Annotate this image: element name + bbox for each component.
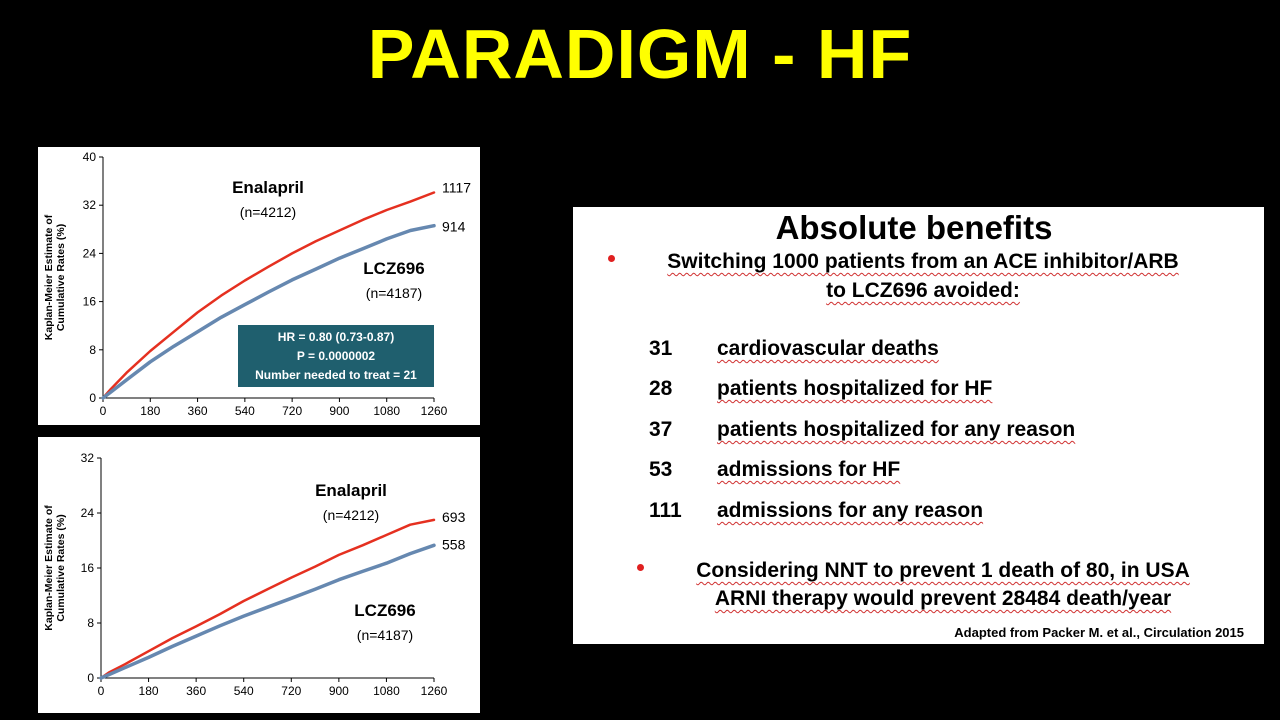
- y-axis-label: Kaplan-Meier Estimate ofCumulative Rates…: [43, 214, 67, 340]
- absolute-benefits-panel: Absolute benefits Switching 1000 patient…: [573, 207, 1264, 644]
- series-name-label: LCZ696: [363, 259, 424, 278]
- y-tick-label: 16: [83, 295, 97, 309]
- x-tick-label: 360: [186, 684, 206, 698]
- stats-line: P = 0.0000002: [297, 349, 376, 363]
- series-line-enalapril: [99, 518, 436, 680]
- y-tick-label: 40: [83, 150, 97, 164]
- chart-all-cause-mortality: 0 8 16 24 32 40 0 180 360 540 720 900 1080 1260 Kaplan…: [38, 147, 480, 425]
- benefit-text: patients hospitalized for any reason: [717, 418, 1076, 441]
- benefit-text: patients hospitalized for HF: [717, 377, 993, 400]
- stats-line: HR = 0.80 (0.73-0.87): [278, 330, 394, 344]
- bullet-2-line-1: Considering NNT to prevent 1 death of 80…: [696, 559, 1190, 582]
- x-tick-label: 900: [329, 404, 349, 418]
- x-tick-label: 540: [234, 684, 254, 698]
- benefit-number: 28: [649, 377, 673, 400]
- series-end-label: 914: [442, 219, 466, 235]
- benefit-number: 31: [649, 337, 673, 360]
- y-tick-label: 16: [81, 561, 95, 575]
- x-tick-label: 180: [139, 684, 159, 698]
- panel-title: Absolute benefits: [775, 209, 1053, 246]
- benefit-number: 53: [649, 458, 673, 481]
- series-n-label: (n=4187): [357, 627, 413, 643]
- source-citation: Adapted from Packer M. et al., Circulati…: [954, 625, 1244, 640]
- series-line-lcz696: [99, 543, 436, 680]
- benefit-text: admissions for any reason: [717, 499, 984, 522]
- y-tick-label: 0: [87, 671, 94, 685]
- series-end-label: 558: [442, 536, 466, 552]
- series-line-lcz696: [101, 223, 436, 400]
- benefit-number: 37: [649, 418, 673, 441]
- y-tick-label: 24: [83, 246, 97, 260]
- stats-box: [238, 325, 434, 387]
- x-tick-label: 1080: [373, 684, 400, 698]
- y-tick-label: 0: [89, 391, 96, 405]
- benefit-text: cardiovascular deaths: [717, 337, 939, 360]
- y-tick-label: 8: [89, 343, 96, 357]
- chart-1-svg: 0 8 16 24 32 40 0 180 360 540 720 900 1080 1260 Kaplan…: [43, 150, 471, 418]
- series-name-label: LCZ696: [354, 601, 415, 620]
- series-n-label: (n=4212): [323, 507, 379, 523]
- series-n-label: (n=4212): [240, 204, 296, 220]
- y-tick-label: 32: [83, 198, 97, 212]
- x-tick-label: 720: [282, 404, 302, 418]
- series-name-label: Enalapril: [232, 178, 304, 197]
- stats-line: Number needed to treat = 21: [255, 368, 417, 382]
- y-axis-label: Kaplan-Meier Estimate ofCumulative Rates…: [43, 505, 67, 631]
- x-tick-label: 900: [329, 684, 349, 698]
- bullet-dot-icon: [608, 255, 615, 262]
- chart-2-svg: 0 8 16 24 32 0 180 360 540 720 900 1080 1260 Kaplan-M…: [43, 451, 466, 698]
- x-tick-label: 540: [235, 404, 255, 418]
- x-tick-label: 1260: [421, 404, 448, 418]
- y-tick-label: 32: [81, 451, 95, 465]
- bullet-dot-icon: [637, 564, 644, 571]
- series-line-enalapril: [101, 191, 436, 400]
- series-end-label: 693: [442, 509, 466, 525]
- x-tick-label: 1080: [373, 404, 400, 418]
- bullet-2-line-2: ARNI therapy would prevent 28484 death/y…: [714, 587, 1172, 610]
- x-tick-label: 360: [188, 404, 208, 418]
- benefit-number: 111: [649, 499, 682, 522]
- x-tick-label: 0: [100, 404, 107, 418]
- x-tick-label: 180: [140, 404, 160, 418]
- slide-title: PARADIGM - HF: [367, 15, 913, 93]
- x-tick-label: 0: [98, 684, 105, 698]
- series-name-label: Enalapril: [315, 481, 387, 500]
- benefit-text: admissions for HF: [717, 458, 901, 481]
- x-tick-label: 1260: [421, 684, 448, 698]
- y-tick-label: 8: [87, 616, 94, 630]
- series-n-label: (n=4187): [366, 285, 422, 301]
- bullet-1-line-2: to LCZ696 avoided:: [826, 279, 1020, 302]
- series-end-label: 1117: [442, 180, 471, 196]
- y-tick-label: 24: [81, 506, 95, 520]
- bullet-1-line-1: Switching 1000 patients from an ACE inhi…: [667, 250, 1179, 273]
- chart-cardiovascular-death: 0 8 16 24 32 0 180 360 540 720 900 1080 1260 Kaplan-M…: [38, 437, 480, 713]
- x-tick-label: 720: [281, 684, 301, 698]
